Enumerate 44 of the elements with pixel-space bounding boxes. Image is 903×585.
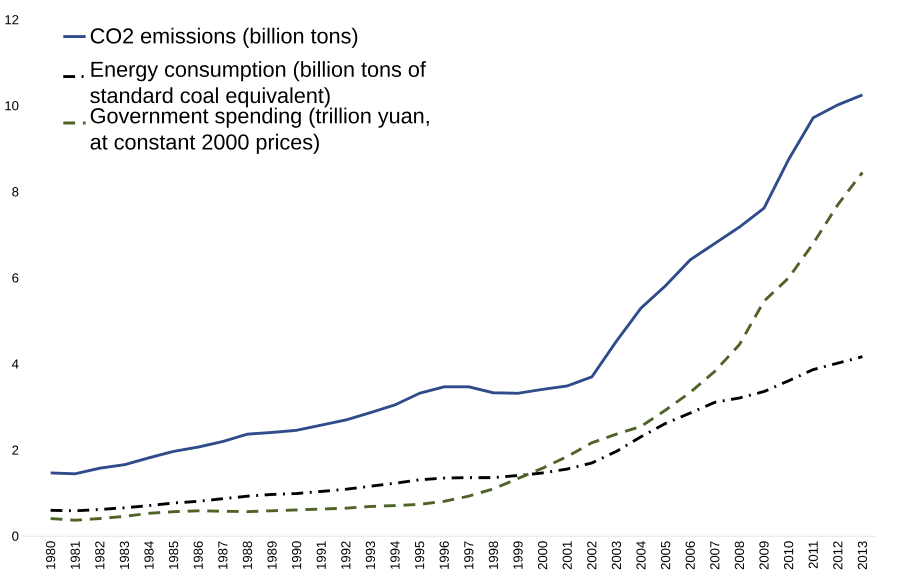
- y-tick-label: 8: [12, 187, 18, 196]
- x-tick-label: 1990: [292, 541, 302, 569]
- x-tick-label: 1998: [488, 541, 498, 569]
- x-tick-label: 1997: [464, 541, 474, 569]
- x-tick-label: 2004: [636, 541, 646, 570]
- legend-label: Energy consumption (billion tons of standard coal equivalent): [90, 60, 426, 108]
- x-tick-label: 2010: [784, 541, 794, 570]
- legend-label: CO2 emissions (billion tons): [90, 28, 358, 48]
- x-tick-label: 1995: [414, 541, 424, 569]
- y-tick-label: 6: [12, 273, 18, 282]
- x-tick-label: 2006: [686, 541, 695, 570]
- x-tick-label: 1981: [70, 541, 80, 569]
- y-tick-label: 2: [12, 445, 18, 455]
- x-tick-label: 1992: [341, 541, 350, 569]
- x-tick-label: 2007: [710, 541, 720, 570]
- y-tick-label: 10: [5, 100, 18, 110]
- x-tick-label: 1988: [242, 541, 252, 569]
- x-tick-label: 2009: [759, 541, 769, 570]
- x-tick-label: 1987: [218, 541, 228, 569]
- legend-label: Government spending (trillion yuan, at constant 2000 prices): [90, 107, 429, 154]
- x-tick-label: 2013: [858, 541, 868, 570]
- x-tick-label: 2012: [833, 541, 842, 570]
- x-tick-label: 1985: [168, 541, 178, 569]
- x-tick-label: 2002: [587, 541, 596, 570]
- x-tick-label: 1980: [46, 541, 56, 569]
- x-tick-label: 1994: [390, 541, 400, 569]
- x-tick-label: 2000: [538, 541, 548, 570]
- x-tick-label: 2005: [660, 541, 670, 570]
- x-tick-label: 1999: [513, 541, 523, 569]
- x-tick-label: 1986: [194, 541, 203, 569]
- x-tick-label: 2003: [612, 541, 622, 570]
- x-tick-label: 1983: [120, 541, 130, 569]
- x-tick-label: 2008: [734, 541, 744, 570]
- x-tick-label: 2001: [562, 541, 572, 570]
- x-tick-label: 1984: [144, 541, 154, 569]
- x-tick-label: 1991: [316, 541, 326, 569]
- x-tick-label: 2011: [808, 541, 818, 568]
- x-tick-label: 1982: [95, 541, 104, 569]
- x-tick-label: 1996: [440, 541, 449, 569]
- x-tick-label: 1989: [267, 541, 277, 569]
- y-tick-label: 4: [12, 359, 19, 368]
- y-tick-label: 12: [5, 14, 18, 24]
- x-tick-label: 1993: [366, 541, 376, 569]
- y-tick-label: 0: [12, 531, 18, 541]
